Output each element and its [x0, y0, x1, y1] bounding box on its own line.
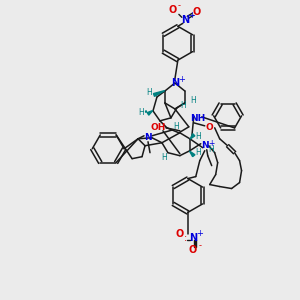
Text: H: H [180, 101, 186, 110]
Text: :: : [184, 233, 188, 243]
Text: H: H [146, 88, 152, 98]
Text: H: H [208, 145, 214, 154]
Polygon shape [190, 151, 195, 157]
Text: +: + [188, 11, 195, 20]
Polygon shape [154, 91, 165, 96]
Text: H•: H• [138, 108, 148, 117]
Text: H: H [161, 153, 167, 162]
Text: N: N [181, 15, 189, 25]
Polygon shape [147, 110, 153, 115]
Text: O: O [176, 229, 184, 239]
Text: +: + [178, 75, 185, 84]
Text: N: N [144, 133, 152, 142]
Text: OH: OH [150, 123, 166, 132]
Text: +: + [196, 229, 203, 238]
Polygon shape [190, 134, 195, 139]
Text: N: N [189, 233, 197, 243]
Text: O: O [189, 245, 197, 255]
Text: H: H [195, 148, 201, 157]
Text: O: O [193, 8, 201, 17]
Text: N: N [171, 78, 179, 88]
Text: -: - [198, 241, 201, 250]
Text: H: H [173, 122, 179, 131]
Text: O: O [206, 123, 214, 132]
Text: H: H [195, 132, 201, 141]
Text: -: - [177, 1, 180, 10]
Text: N: N [201, 141, 208, 150]
Text: NH: NH [190, 114, 206, 123]
Text: O: O [169, 5, 177, 15]
Text: H: H [190, 96, 196, 105]
Text: +: + [208, 139, 215, 148]
